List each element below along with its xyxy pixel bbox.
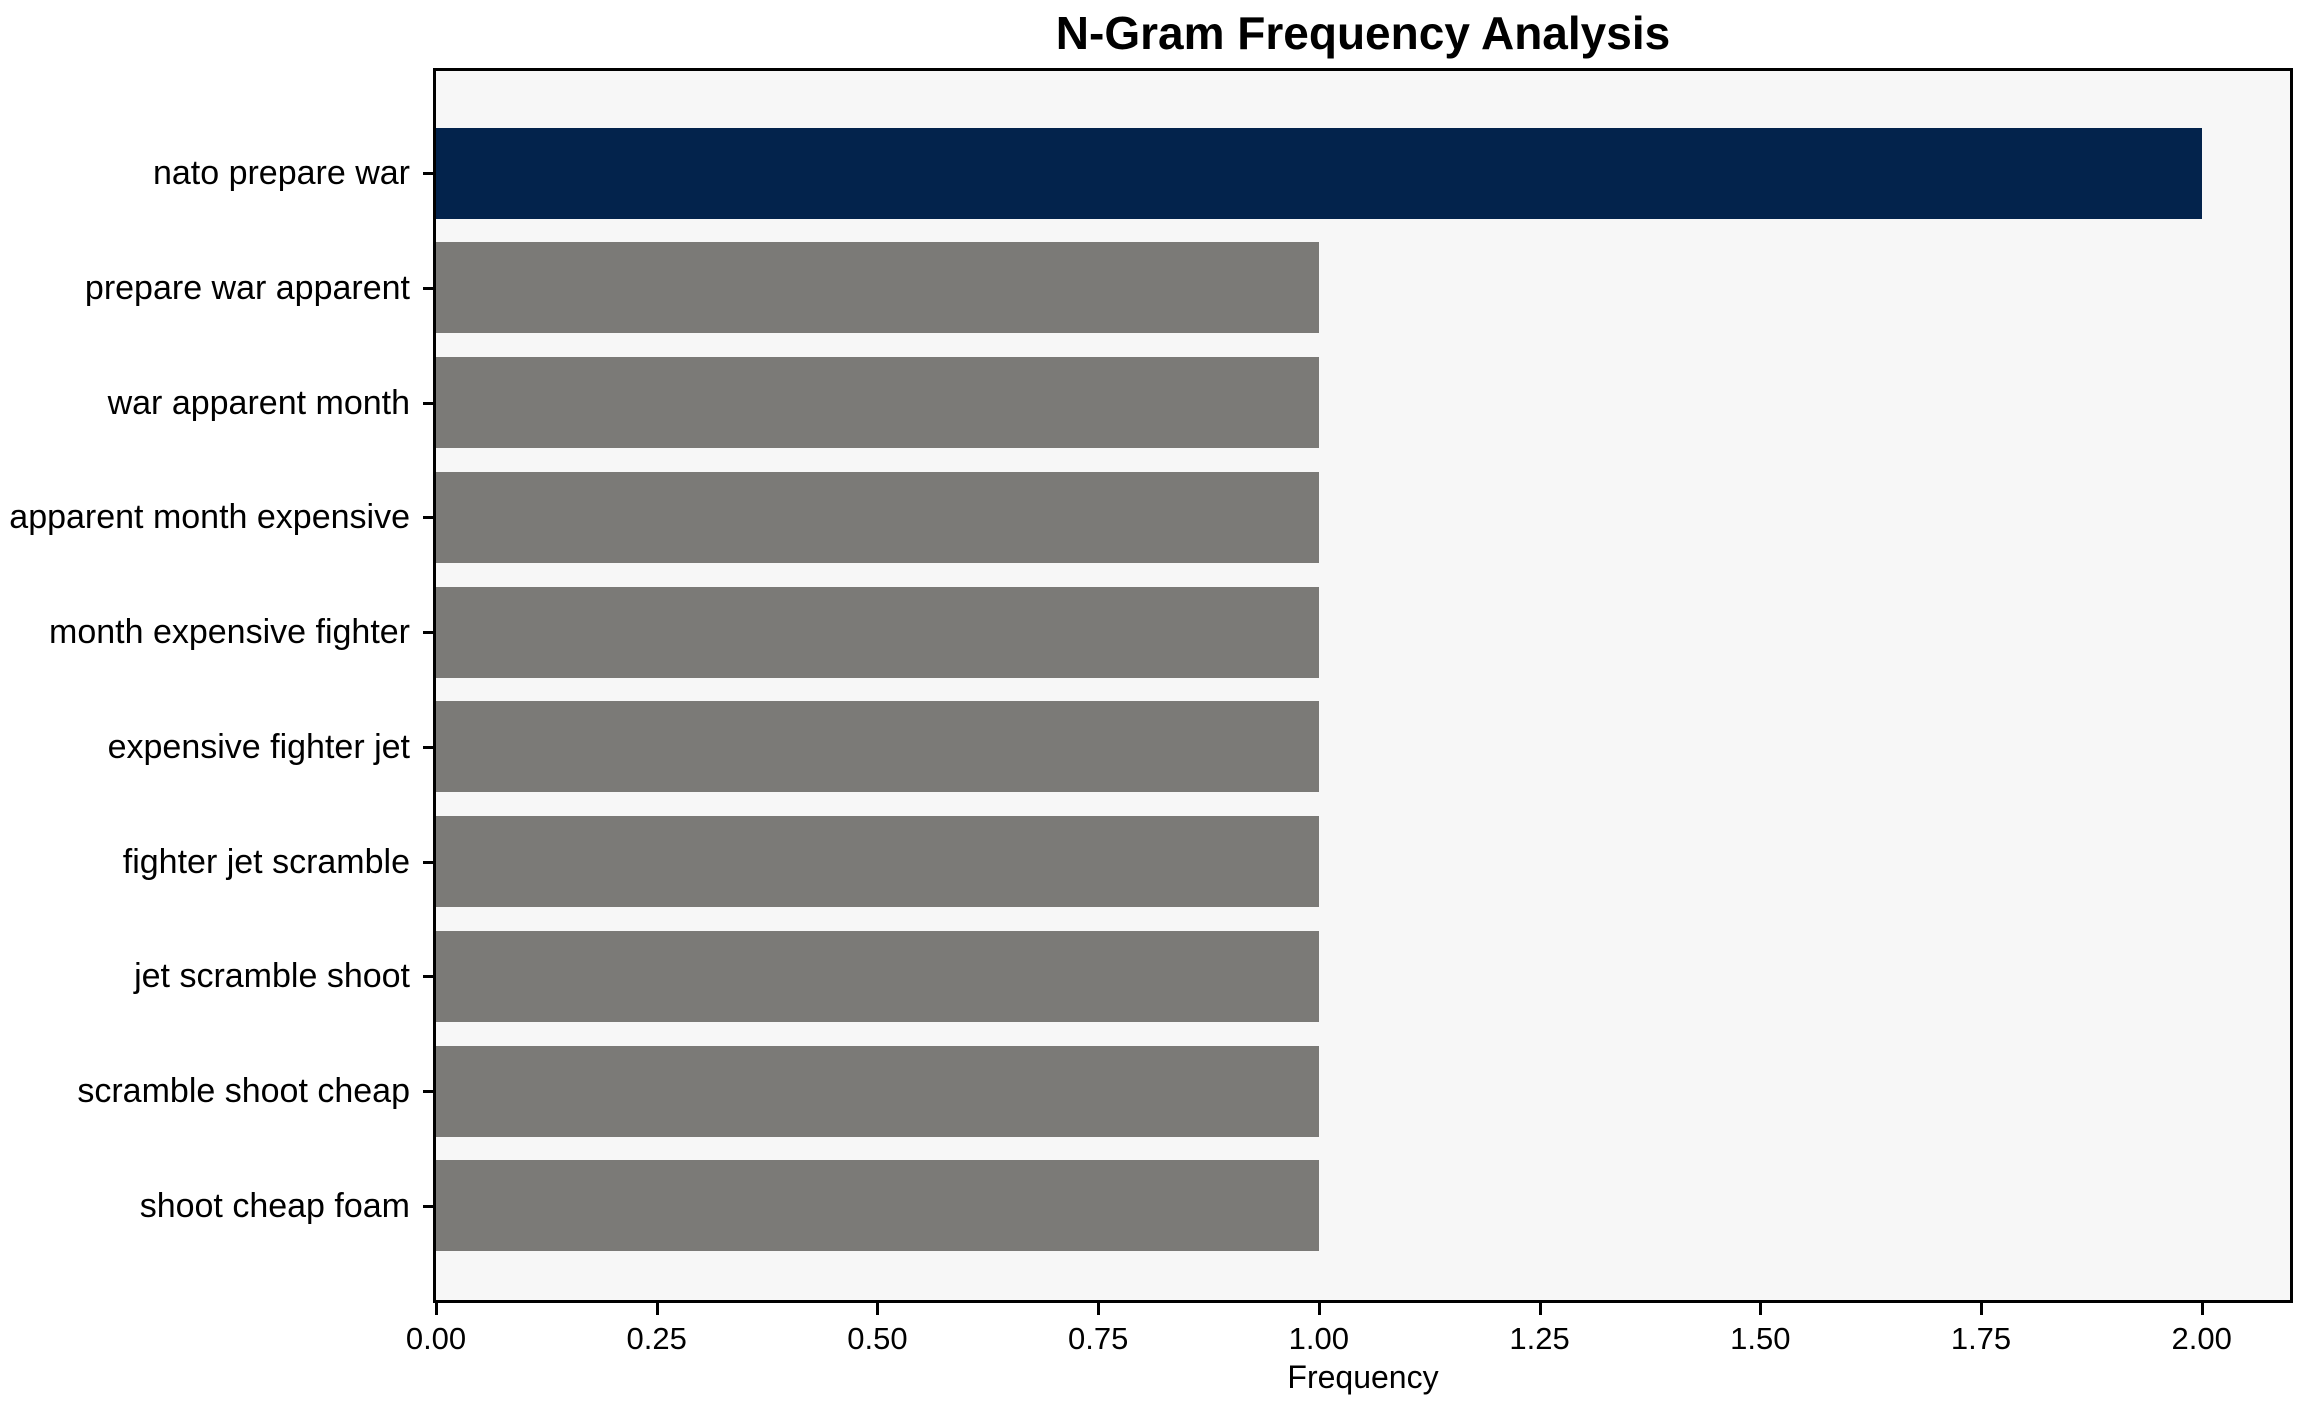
y-tick-mark bbox=[423, 745, 433, 749]
x-tick-mark bbox=[2200, 1303, 2204, 1315]
plot-area bbox=[433, 68, 2293, 1303]
bar bbox=[436, 701, 1319, 793]
bar bbox=[436, 127, 2202, 219]
x-tick-mark bbox=[1097, 1303, 1101, 1315]
bar bbox=[436, 1160, 1319, 1252]
x-tick-label: 1.75 bbox=[1950, 1321, 2012, 1356]
x-tick-mark bbox=[1759, 1303, 1763, 1315]
y-tick-label: war apparent month bbox=[107, 383, 410, 422]
bar bbox=[436, 586, 1319, 678]
x-tick-label: 1.25 bbox=[1509, 1321, 1570, 1356]
x-tick-mark bbox=[1980, 1303, 1983, 1315]
y-tick-label: jet scramble shoot bbox=[134, 957, 410, 996]
y-tick-label: prepare war apparent bbox=[84, 268, 410, 307]
y-tick-mark bbox=[423, 860, 433, 864]
x-tick-label: 0.00 bbox=[405, 1321, 467, 1356]
bar bbox=[436, 1045, 1319, 1137]
y-tick-label: nato prepare war bbox=[152, 154, 410, 192]
bar bbox=[436, 816, 1319, 907]
x-tick-mark bbox=[1538, 1303, 1542, 1315]
y-tick-mark bbox=[423, 1090, 433, 1093]
chart-title: N-Gram Frequency Analysis bbox=[1055, 7, 1671, 59]
y-tick-label: apparent month expensive bbox=[9, 498, 410, 537]
x-tick-mark bbox=[435, 1303, 438, 1315]
y-tick-mark bbox=[423, 172, 433, 175]
y-tick-mark bbox=[423, 975, 433, 979]
y-tick-mark bbox=[423, 286, 433, 290]
bar bbox=[436, 471, 1319, 563]
x-tick-mark bbox=[1317, 1303, 1321, 1315]
y-tick-label: scramble shoot cheap bbox=[77, 1072, 410, 1110]
y-tick-mark bbox=[423, 1204, 433, 1208]
bar bbox=[436, 357, 1319, 448]
x-tick-label: 1.50 bbox=[1730, 1321, 1791, 1356]
x-tick-label: 0.25 bbox=[626, 1321, 687, 1356]
y-tick-label: month expensive fighter bbox=[49, 613, 410, 651]
x-tick-mark bbox=[876, 1303, 880, 1315]
y-tick-label: shoot cheap foam bbox=[139, 1186, 410, 1225]
x-tick-label: 2.00 bbox=[2171, 1321, 2232, 1356]
y-tick-mark bbox=[423, 401, 433, 405]
y-tick-mark bbox=[423, 516, 433, 520]
bar bbox=[436, 242, 1319, 334]
y-tick-mark bbox=[423, 631, 433, 634]
bar bbox=[436, 930, 1319, 1022]
x-axis-label: Frequency bbox=[1287, 1359, 1439, 1395]
y-tick-label: fighter jet scramble bbox=[122, 842, 410, 881]
x-tick-mark bbox=[655, 1303, 659, 1315]
x-tick-label: 0.50 bbox=[847, 1321, 908, 1356]
x-tick-label: 0.75 bbox=[1067, 1321, 1129, 1356]
x-tick-label: 1.00 bbox=[1288, 1321, 1350, 1356]
y-tick-label: expensive fighter jet bbox=[107, 727, 410, 766]
